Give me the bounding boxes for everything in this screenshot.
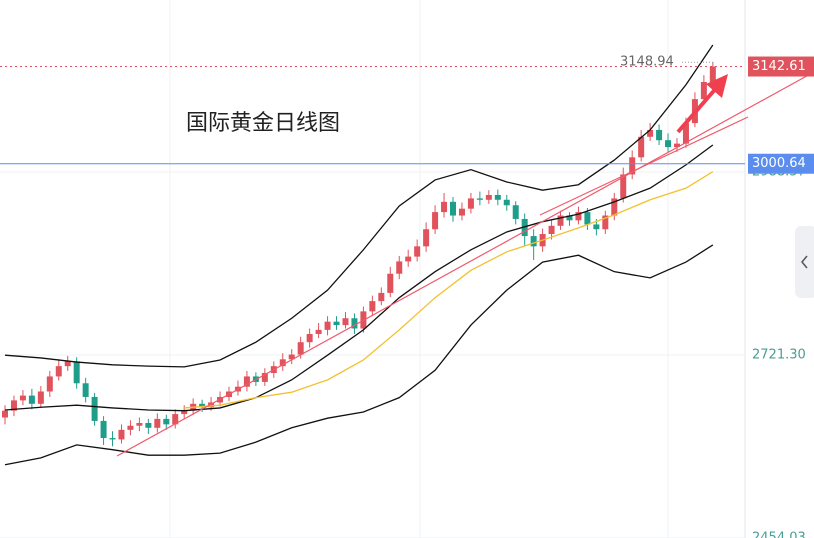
- candle-body: [512, 205, 519, 219]
- candle-body: [467, 198, 474, 209]
- price-label: 3000.64: [752, 156, 806, 171]
- candle-body: [414, 246, 421, 257]
- candle-body: [656, 129, 663, 141]
- candle-body: [674, 143, 680, 148]
- y-tick-label: 2721.30: [752, 348, 806, 363]
- candle-body: [118, 429, 125, 440]
- candle-body: [100, 420, 107, 439]
- candle-body: [19, 395, 26, 401]
- candle-body: [700, 82, 707, 100]
- candle-body: [64, 361, 71, 367]
- candle-body: [288, 354, 295, 360]
- grid: [0, 0, 746, 538]
- candle-body: [154, 418, 161, 428]
- chart-title: 国际黄金日线图: [186, 111, 340, 136]
- candle-body: [647, 129, 654, 137]
- candle-body: [557, 215, 564, 226]
- candle-body: [163, 418, 170, 425]
- candle-body: [521, 218, 528, 237]
- candle-body: [145, 422, 152, 428]
- candle-body: [387, 273, 394, 293]
- candle-body: [73, 361, 80, 384]
- candle-body: [351, 318, 358, 329]
- candle-body: [172, 414, 179, 425]
- candle-body: [315, 329, 322, 334]
- collapse-icon: [801, 255, 808, 269]
- overlay-line: [4, 44, 714, 368]
- candle-body: [450, 201, 456, 216]
- candle-body: [10, 400, 17, 411]
- candle-body: [709, 66, 716, 83]
- candle-body: [127, 425, 134, 430]
- candle-body: [243, 376, 250, 387]
- candle-body: [261, 373, 268, 382]
- trend-line: [116, 71, 814, 457]
- y-tick-label: 2454.03: [752, 531, 806, 538]
- price-label-box: [748, 153, 814, 174]
- candle-body: [91, 396, 98, 421]
- candle-body: [476, 198, 483, 200]
- candle-body: [629, 157, 636, 175]
- collapse-button[interactable]: [795, 226, 814, 298]
- candle-body: [441, 201, 448, 213]
- candle-body: [306, 333, 313, 343]
- candle-body: [2, 410, 8, 418]
- candle-body: [396, 261, 403, 274]
- price-label: 3142.61: [752, 59, 806, 74]
- candle-body: [485, 194, 492, 200]
- overlay-line: [184, 171, 714, 409]
- candle-body: [575, 212, 582, 221]
- candle-body: [369, 301, 376, 312]
- candle-body: [181, 410, 188, 415]
- arrow-head: [706, 74, 728, 98]
- candle-body: [566, 215, 573, 221]
- candle-body: [378, 292, 385, 302]
- price-labels: 2454.032721.302988.573255.843000.643142.…: [620, 55, 814, 538]
- candle-body: [423, 229, 430, 247]
- candle-body: [593, 224, 600, 230]
- candle-body: [55, 366, 62, 377]
- overlay-line: [4, 144, 714, 412]
- price-label-box: [748, 56, 814, 77]
- trend-line: [539, 116, 749, 216]
- candle-body: [46, 376, 53, 392]
- candle-body: [109, 438, 116, 440]
- candle-body: [665, 140, 672, 148]
- candle-body: [638, 136, 645, 158]
- arrow-shaft: [676, 84, 720, 134]
- candle-body: [342, 318, 349, 326]
- candle-body: [324, 321, 331, 330]
- high-marker-label: 3148.94: [620, 55, 674, 70]
- candle-body: [602, 215, 609, 230]
- candle-body: [432, 212, 439, 230]
- candle-body: [82, 383, 89, 397]
- candle-body: [458, 208, 465, 216]
- candle-body: [548, 225, 555, 235]
- candle-body: [611, 198, 618, 216]
- candle-body: [682, 123, 689, 144]
- candle-body: [199, 403, 206, 408]
- candle-body: [620, 174, 627, 199]
- candle-body: [333, 321, 340, 326]
- candle-body: [279, 359, 286, 367]
- candle-body: [405, 256, 412, 262]
- candle-body: [503, 199, 510, 206]
- candle-body: [37, 391, 44, 404]
- candle-body: [530, 236, 537, 247]
- candle-body: [584, 212, 591, 225]
- candle-body: [136, 422, 143, 426]
- candle-body: [297, 342, 304, 355]
- candle-body: [494, 194, 501, 200]
- candle-body: [28, 395, 35, 404]
